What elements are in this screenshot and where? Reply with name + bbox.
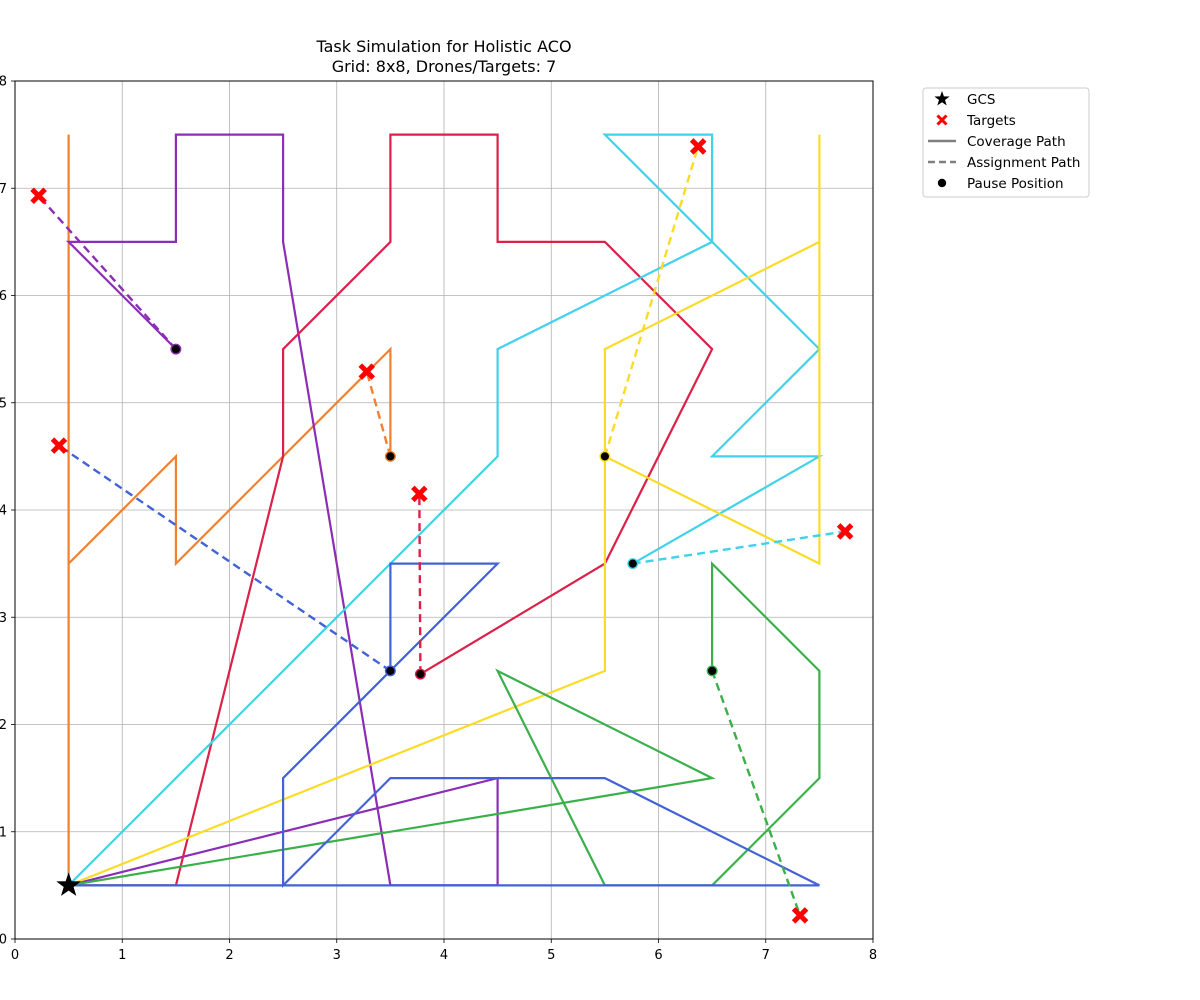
plot-area (30, 133, 854, 924)
y-tick-label: 3 (0, 611, 7, 626)
assignment-path (603, 146, 700, 457)
cross-stroke (936, 114, 948, 126)
drone-4 (67, 133, 824, 887)
grid (15, 81, 873, 939)
y-tick-label: 5 (0, 396, 7, 411)
legend-label: Pause Position (967, 176, 1064, 192)
legend-item: Coverage Path (928, 134, 1066, 150)
x-tick-label: 1 (118, 948, 126, 963)
drone-5 (68, 134, 821, 887)
x-tick-label: 6 (654, 948, 662, 963)
target-marker (689, 138, 707, 155)
coverage-path (67, 134, 392, 886)
x-tick-label: 2 (225, 948, 233, 963)
x-tick-label: 3 (333, 948, 341, 963)
y-tick-label: 2 (0, 718, 7, 733)
legend-label: Coverage Path (967, 134, 1066, 150)
pause-position (627, 558, 639, 570)
y-tick-label: 7 (0, 182, 7, 197)
x-tick-label: 8 (869, 948, 877, 963)
legend-item: Pause Position (937, 176, 1064, 192)
y-tick-label: 1 (0, 825, 7, 840)
gcs-marker (56, 872, 81, 896)
legend-label: Targets (966, 113, 1016, 129)
cross-stroke (411, 485, 428, 503)
chart-subtitle: Grid: 8x8, Drones/Targets: 7 (332, 57, 557, 76)
y-tick-label: 8 (0, 75, 7, 90)
cross-stroke (689, 138, 707, 155)
assignment-path (365, 371, 392, 457)
assignment-path (58, 444, 392, 672)
coverage-path (67, 133, 824, 887)
x-tick-label: 5 (547, 948, 555, 963)
legend-item: GCS (934, 91, 995, 108)
pause-position (706, 665, 718, 677)
drone-2 (65, 133, 499, 887)
x-tick-label: 7 (762, 948, 770, 963)
y-tick-label: 6 (0, 289, 7, 304)
x-tick-label: 0 (11, 948, 19, 963)
assignment-path (710, 670, 802, 916)
drone-1 (67, 134, 392, 886)
cross-stroke (50, 437, 68, 454)
axis-ticks: 0 1 2 3 4 5 6 7 8 0 1 2 3 4 5 6 7 8 (0, 75, 877, 964)
assignment-path (632, 530, 846, 565)
target-marker (50, 437, 68, 454)
coverage-path (65, 133, 499, 887)
pause-position (384, 665, 396, 677)
drone-7 (68, 562, 820, 889)
pause-position (414, 668, 426, 680)
target-marker (411, 485, 428, 503)
y-tick-label: 0 (0, 933, 7, 948)
legend-star-icon (934, 91, 950, 106)
target-marker (836, 523, 854, 540)
coverage-path (68, 562, 820, 889)
assignment-path (37, 194, 177, 350)
assignment-path (418, 493, 422, 675)
target-marker (791, 907, 809, 924)
chart-title: Task Simulation for Holistic ACO (315, 37, 571, 56)
pause-position (599, 450, 611, 462)
legend-dot-icon (937, 178, 947, 188)
legend-item: Assignment Path (928, 155, 1080, 171)
cross-stroke (358, 363, 376, 380)
y-tick-label: 4 (0, 504, 7, 519)
target-marker (358, 363, 376, 380)
cross-stroke (836, 523, 854, 540)
legend-label: Assignment Path (967, 155, 1080, 171)
legend-cross-icon (936, 114, 948, 126)
coverage-path (68, 134, 821, 887)
pause-position (170, 343, 182, 355)
drone-3 (68, 133, 714, 887)
legend-box (922, 87, 1090, 198)
legend: GCS Targets Coverage Path Assignment Path Pa… (922, 87, 1090, 198)
coverage-path (68, 133, 714, 887)
target-marker (30, 187, 47, 205)
pause-position (384, 450, 396, 462)
x-tick-label: 4 (440, 948, 448, 963)
legend-label: GCS (967, 92, 995, 108)
legend-item: Targets (936, 113, 1016, 129)
cross-stroke (791, 907, 809, 924)
cross-stroke (30, 187, 47, 205)
